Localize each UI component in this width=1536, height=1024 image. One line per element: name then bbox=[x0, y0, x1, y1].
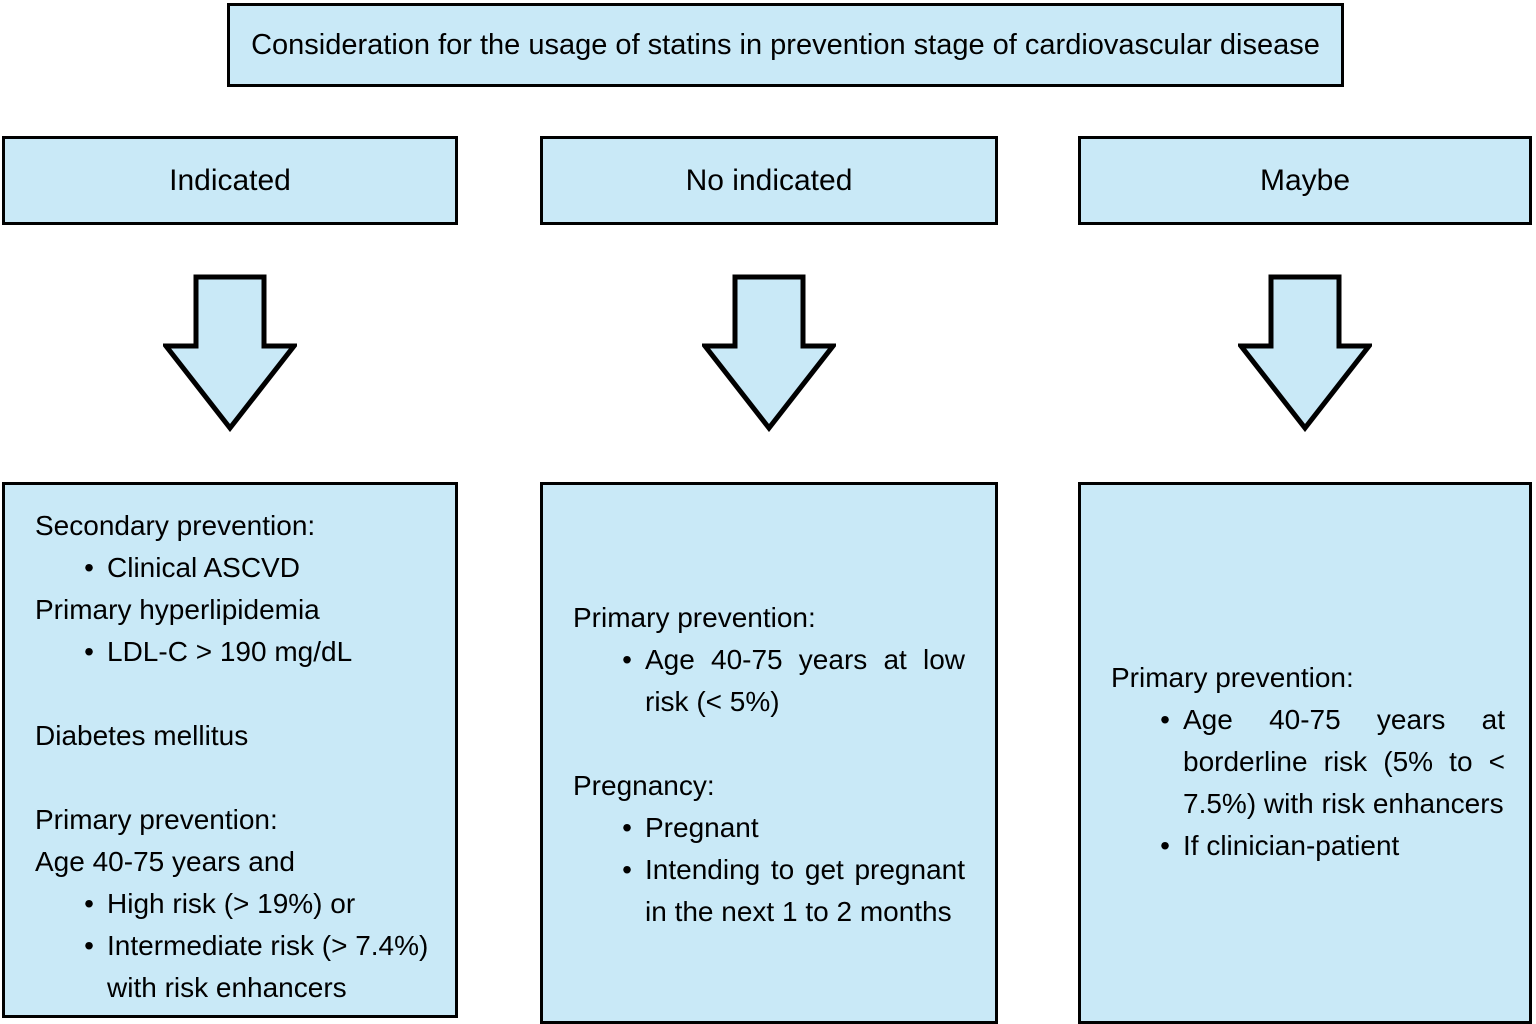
bullet-icon: • bbox=[84, 552, 94, 583]
title-box: Consideration for the usage of statins i… bbox=[227, 3, 1344, 87]
column-no-indicated: No indicated Primary prevention: • Age 40-… bbox=[540, 136, 998, 1024]
bullet-icon: • bbox=[84, 636, 94, 667]
bullet-icon: • bbox=[84, 930, 94, 961]
spacer-line bbox=[573, 723, 965, 765]
text-line: Primary prevention: bbox=[1111, 662, 1354, 693]
header-box-indicated: Indicated bbox=[2, 136, 458, 225]
bullet-item: • Age 40-75 years at low risk (< 5%) bbox=[573, 639, 965, 723]
bullet-icon: • bbox=[1160, 704, 1170, 735]
down-arrow-icon bbox=[702, 274, 836, 432]
bullet-item: • If clinician-patient bbox=[1111, 825, 1505, 867]
header-box-no-indicated: No indicated bbox=[540, 136, 998, 225]
text-line: Diabetes mellitus bbox=[35, 720, 249, 751]
bullet-item: • Intending to get pregnant in the next 1… bbox=[573, 849, 965, 933]
bullet-item: • Age 40-75 years at borderline risk (5% … bbox=[1111, 699, 1505, 825]
bullet-text: Pregnant bbox=[645, 812, 759, 843]
text-line: Primary hyperlipidemia bbox=[35, 594, 320, 625]
bullet-item: • Pregnant bbox=[573, 807, 965, 849]
text-line: Primary prevention: bbox=[35, 804, 278, 835]
content-box-maybe: Primary prevention: • Age 40-75 years at b… bbox=[1078, 482, 1532, 1024]
bullet-item: • High risk (> 19%) or bbox=[35, 883, 439, 925]
diagram-title: Consideration for the usage of statins i… bbox=[251, 28, 1320, 61]
bullet-text: High risk (> 19%) or bbox=[107, 888, 356, 919]
bullet-icon: • bbox=[622, 854, 632, 885]
header-label-maybe: Maybe bbox=[1259, 163, 1351, 197]
text-line: Age 40-75 years and bbox=[35, 846, 295, 877]
text-line: Pregnancy: bbox=[573, 770, 715, 801]
bullet-text: Intermediate risk (> 7.4%) with risk enh… bbox=[107, 930, 429, 1003]
header-label-indicated: Indicated bbox=[169, 163, 291, 197]
bullet-item: • Clinical ASCVD bbox=[35, 547, 439, 589]
header-box-maybe: Maybe bbox=[1078, 136, 1532, 225]
header-label-no-indicated: No indicated bbox=[685, 163, 853, 197]
spacer-line bbox=[35, 757, 439, 799]
down-arrow-icon bbox=[1238, 274, 1372, 432]
down-arrow-icon bbox=[163, 274, 297, 432]
bullet-icon: • bbox=[84, 888, 94, 919]
bullet-text: Clinical ASCVD bbox=[107, 552, 300, 583]
content-box-no-indicated: Primary prevention: • Age 40-75 years at l… bbox=[540, 482, 998, 1024]
bullet-text: LDL-C > 190 mg/dL bbox=[107, 636, 353, 667]
content-box-indicated: Secondary prevention: • Clinical ASCVD Prim… bbox=[2, 482, 458, 1018]
bullet-text: Age 40-75 years at low risk (< 5%) bbox=[645, 644, 965, 717]
bullet-item: • Intermediate risk (> 7.4%) with risk en… bbox=[35, 925, 439, 1009]
bullet-icon: • bbox=[622, 812, 632, 843]
bullet-text: If clinician-patient bbox=[1183, 830, 1400, 861]
bullet-text: Intending to get pregnant in the next 1 … bbox=[645, 854, 965, 927]
spacer-line bbox=[35, 673, 439, 715]
bullet-icon: • bbox=[622, 644, 632, 675]
text-line: Primary prevention: bbox=[573, 602, 816, 633]
text-line: Secondary prevention: bbox=[35, 510, 316, 541]
bullet-icon: • bbox=[1160, 830, 1170, 861]
column-indicated: Indicated Secondary prevention: • Clinical… bbox=[2, 136, 458, 1024]
bullet-item: • LDL-C > 190 mg/dL bbox=[35, 631, 439, 673]
bullet-text: Age 40-75 years at borderline risk (5% t… bbox=[1183, 704, 1505, 819]
column-maybe: Maybe Primary prevention: • Age 40-75 year… bbox=[1078, 136, 1532, 1024]
